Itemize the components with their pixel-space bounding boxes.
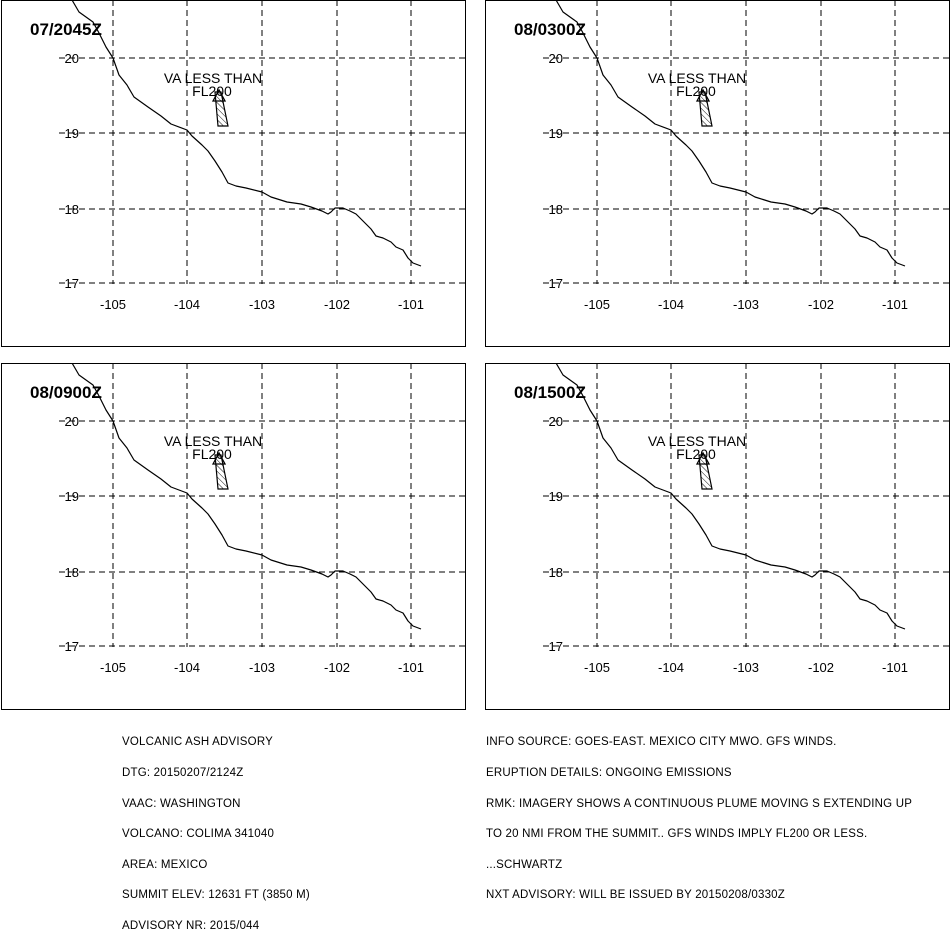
latitude-label: 18 xyxy=(549,565,563,580)
latitude-label: 20 xyxy=(65,414,79,429)
longitude-label: -102 xyxy=(324,660,350,675)
lat-lon-grid xyxy=(543,363,949,647)
longitude-label: -102 xyxy=(808,660,834,675)
longitude-label: -104 xyxy=(658,297,684,312)
lat-lon-grid xyxy=(543,0,949,284)
advisory-line: NXT ADVISORY: WILL BE ISSUED BY 20150208… xyxy=(486,889,785,902)
lat-lon-grid xyxy=(59,0,465,284)
latitude-label: 17 xyxy=(549,639,563,654)
latitude-label: 18 xyxy=(65,202,79,217)
longitude-label: -102 xyxy=(808,297,834,312)
longitude-label: -104 xyxy=(174,660,200,675)
ash-annotation-line1: VA LESS THAN xyxy=(648,433,746,449)
forecast-time-label: 08/1500Z xyxy=(514,383,586,402)
advisory-line: RMK: IMAGERY SHOWS A CONTINUOUS PLUME MO… xyxy=(486,797,913,810)
longitude-label: -105 xyxy=(584,660,610,675)
latitude-label: 18 xyxy=(65,565,79,580)
advisory-right-block: INFO SOURCE: GOES-EAST. MEXICO CITY MWO.… xyxy=(486,717,912,911)
latitude-label: 20 xyxy=(65,51,79,66)
ash-annotation-line2: FL200 xyxy=(676,446,716,462)
latitude-label: 19 xyxy=(65,126,79,141)
ash-annotation-line1: VA LESS THAN xyxy=(164,433,262,449)
advisory-line: INFO SOURCE: GOES-EAST. MEXICO CITY MWO.… xyxy=(486,736,837,749)
advisory-line: ADVISORY NR: 2015/044 xyxy=(122,919,260,932)
latitude-label: 19 xyxy=(549,489,563,504)
longitude-label: -102 xyxy=(324,297,350,312)
latitude-label: 17 xyxy=(65,639,79,654)
latitude-label: 20 xyxy=(549,51,563,66)
longitude-label: -101 xyxy=(398,660,424,675)
advisory-line: TO 20 NMI FROM THE SUMMIT.. GFS WINDS IM… xyxy=(486,828,868,841)
ash-annotation-line1: VA LESS THAN xyxy=(648,70,746,86)
ash-cloud-area xyxy=(214,454,229,490)
coastline xyxy=(71,0,422,267)
map-panel: 20 19 18 17 -105 -104 -103 -102 -101 08/0900Z VA L… xyxy=(1,363,466,710)
coastline xyxy=(555,363,906,630)
map-canvas: 20 19 18 17 -105 -104 -103 -102 -101 08/0900Z VA L… xyxy=(1,363,466,710)
longitude-label: -101 xyxy=(882,660,908,675)
latitude-label: 17 xyxy=(549,276,563,291)
map-panel: 20 19 18 17 -105 -104 -103 -102 -101 08/0300Z VA L… xyxy=(485,0,950,347)
forecast-time-label: 08/0300Z xyxy=(514,20,586,39)
forecast-time-label: 07/2045Z xyxy=(30,20,102,39)
longitude-label: -103 xyxy=(249,297,275,312)
ash-annotation-line2: FL200 xyxy=(192,446,232,462)
map-canvas: 20 19 18 17 -105 -104 -103 -102 -101 08/1500Z VA L… xyxy=(485,363,950,710)
advisory-line: VOLCANO: COLIMA 341040 xyxy=(122,828,275,841)
forecast-time-label: 08/0900Z xyxy=(30,383,102,402)
lat-lon-grid xyxy=(59,363,465,647)
ash-cloud-area xyxy=(698,454,713,490)
latitude-label: 19 xyxy=(549,126,563,141)
latitude-label: 18 xyxy=(549,202,563,217)
advisory-line: AREA: MEXICO xyxy=(122,858,208,871)
ash-cloud-area xyxy=(214,91,229,127)
longitude-label: -101 xyxy=(398,297,424,312)
ash-cloud-area xyxy=(698,91,713,127)
latitude-label: 20 xyxy=(549,414,563,429)
advisory-line: ERUPTION DETAILS: ONGOING EMISSIONS xyxy=(486,767,732,779)
map-panel: 20 19 18 17 -105 -104 -103 -102 -101 08/1500Z VA L… xyxy=(485,363,950,710)
ash-annotation-line1: VA LESS THAN xyxy=(164,70,262,86)
longitude-label: -103 xyxy=(249,660,275,675)
longitude-label: -104 xyxy=(174,297,200,312)
longitude-label: -101 xyxy=(882,297,908,312)
advisory-line: VOLCANIC ASH ADVISORY xyxy=(122,736,273,749)
map-canvas: 20 19 18 17 -105 -104 -103 -102 -101 07/2045Z VA L… xyxy=(1,0,466,347)
latitude-label: 19 xyxy=(65,489,79,504)
longitude-label: -104 xyxy=(658,660,684,675)
map-canvas: 20 19 18 17 -105 -104 -103 -102 -101 08/0300Z VA L… xyxy=(485,0,950,347)
advisory-line: SUMMIT ELEV: 12631 FT (3850 M) xyxy=(122,889,310,902)
coastline xyxy=(71,363,422,630)
longitude-label: -105 xyxy=(100,660,126,675)
coastline xyxy=(555,0,906,267)
advisory-line: VAAC: WASHINGTON xyxy=(122,797,241,810)
advisory-left-block: VOLCANIC ASH ADVISORY DTG: 20150207/2124… xyxy=(122,717,310,941)
advisory-line: DTG: 20150207/2124Z xyxy=(122,767,244,779)
advisory-line: ...SCHWARTZ xyxy=(486,858,563,871)
longitude-label: -105 xyxy=(100,297,126,312)
longitude-label: -103 xyxy=(733,660,759,675)
longitude-label: -105 xyxy=(584,297,610,312)
ash-annotation-line2: FL200 xyxy=(676,83,716,99)
map-panel: 20 19 18 17 -105 -104 -103 -102 -101 07/2045Z VA L… xyxy=(1,0,466,347)
latitude-label: 17 xyxy=(65,276,79,291)
longitude-label: -103 xyxy=(733,297,759,312)
ash-annotation-line2: FL200 xyxy=(192,83,232,99)
